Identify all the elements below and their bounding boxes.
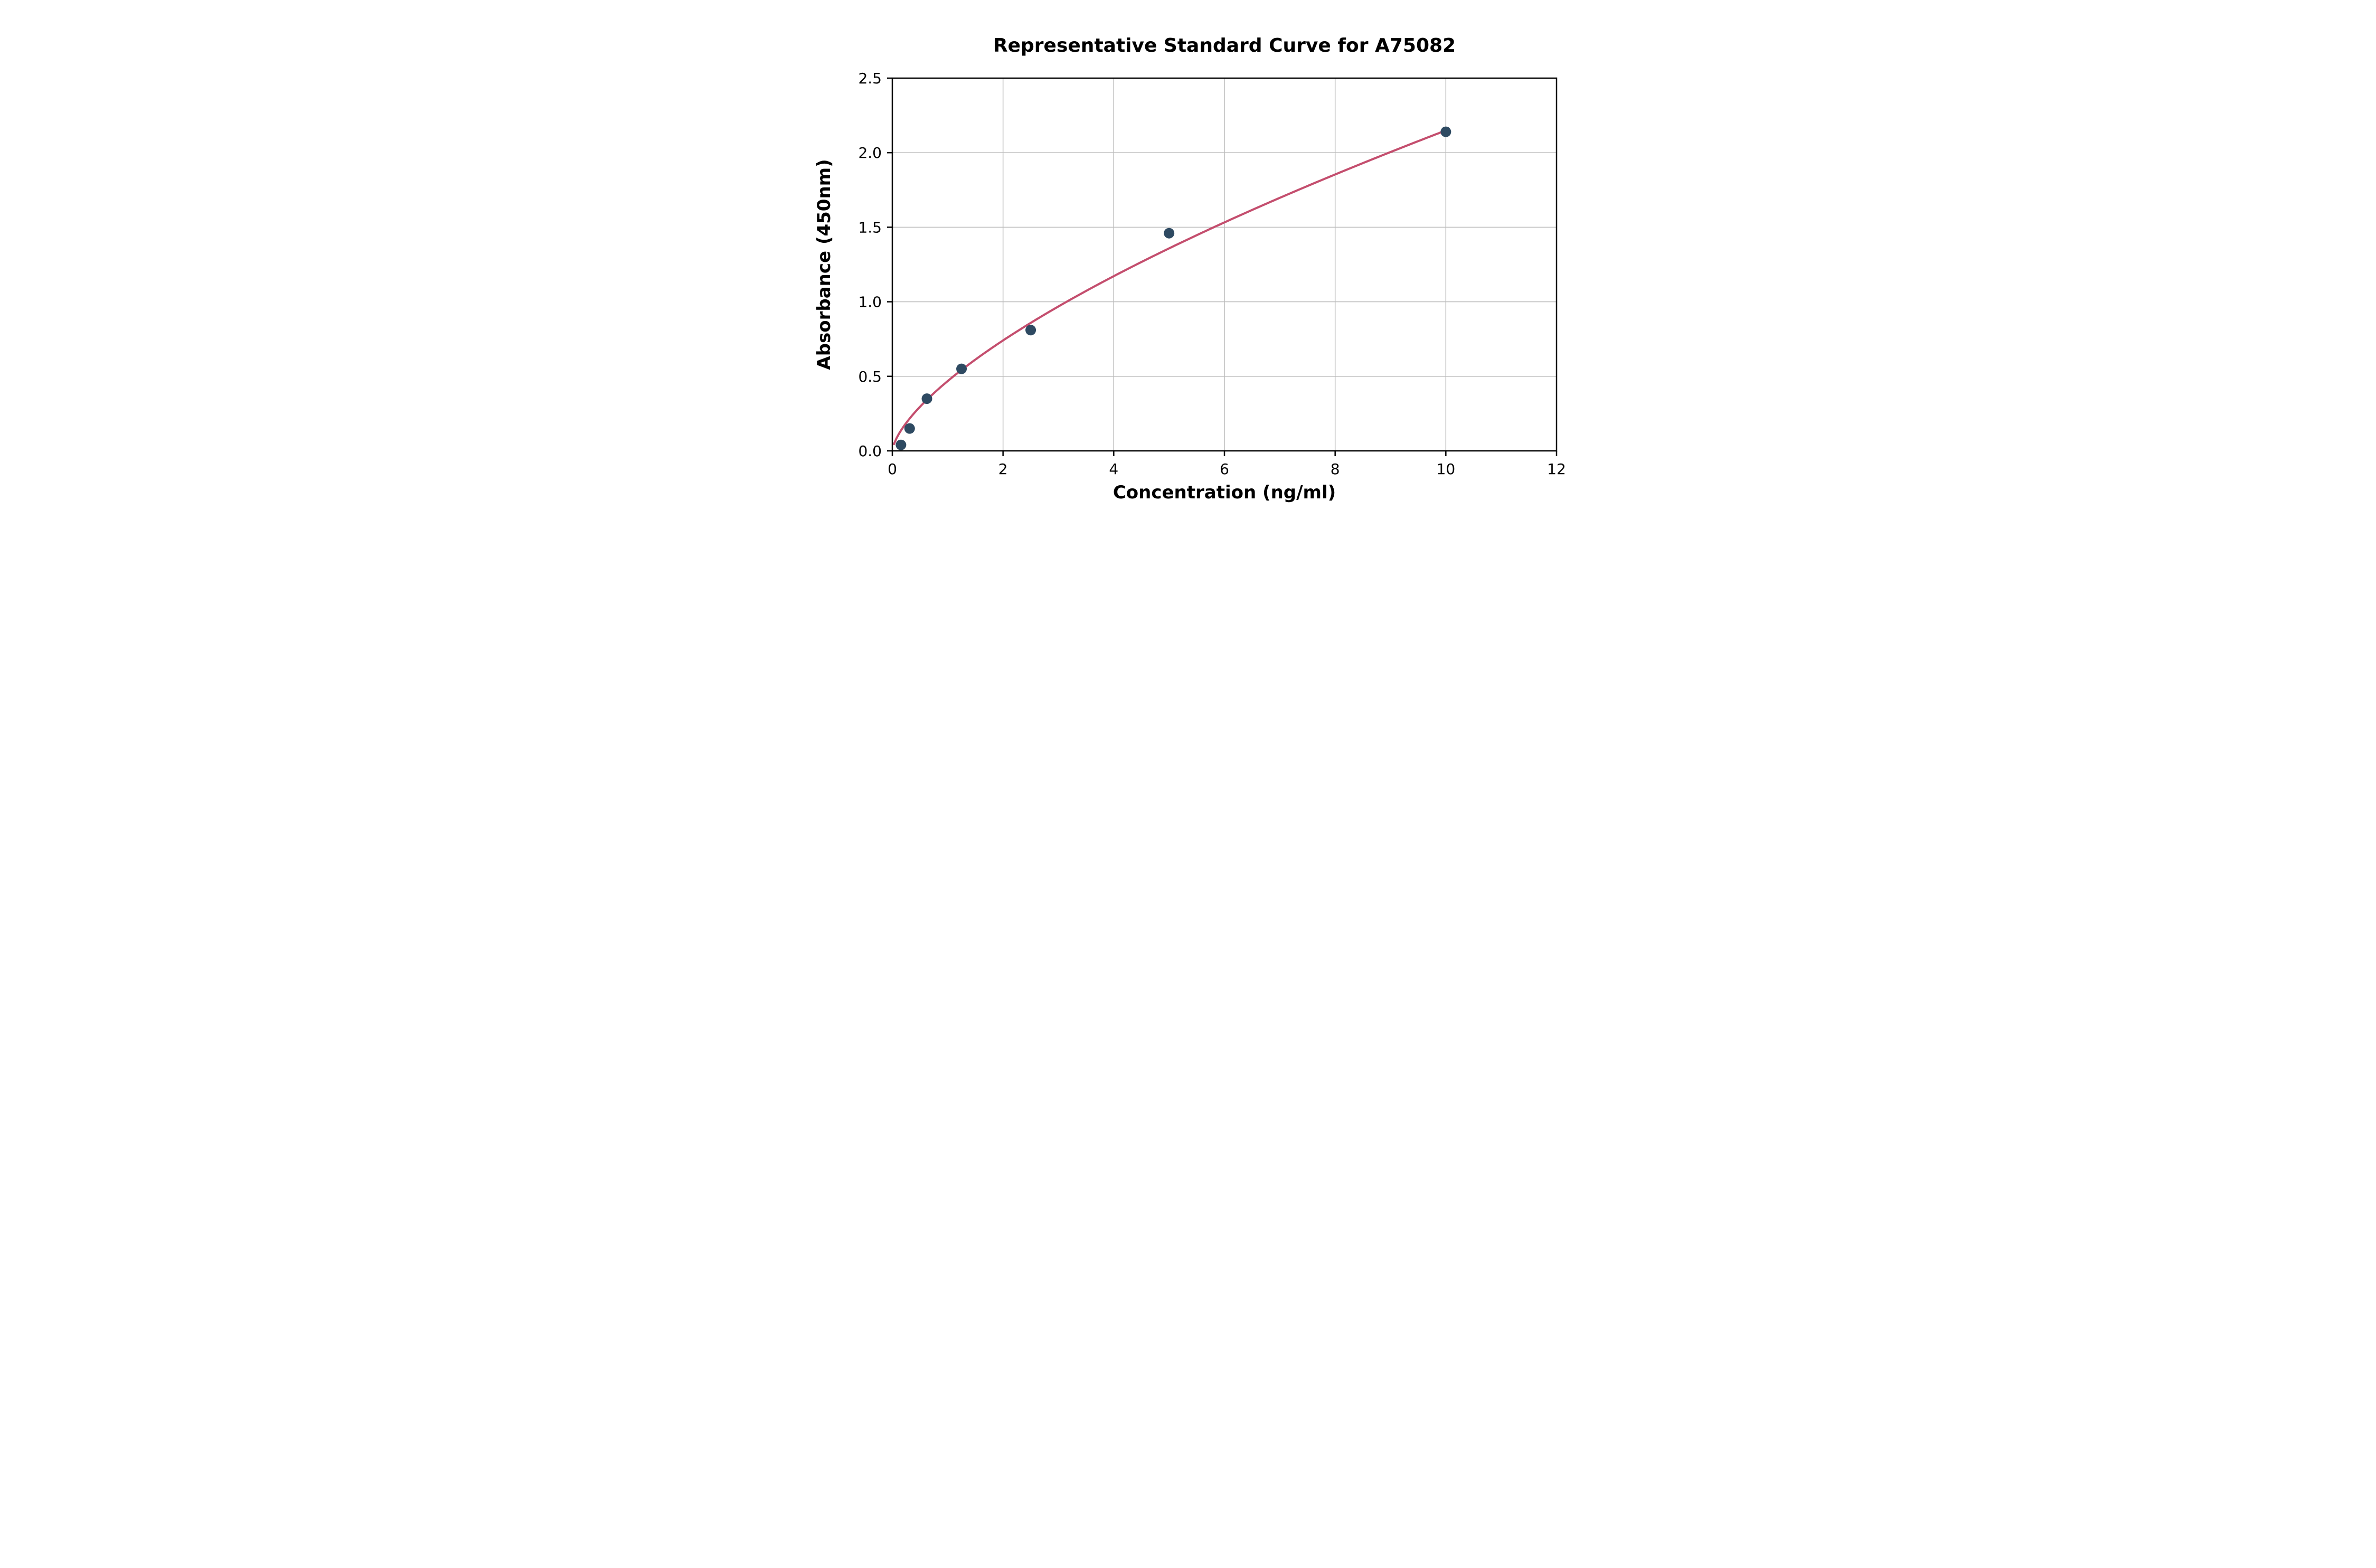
chart-plot: 0 2 4 6 8 10 12 0.0 0.5 1.0 1.5 2.0 2.5 Representativ… [792, 0, 1584, 523]
data-point [921, 393, 932, 404]
plot-background [792, 0, 1584, 523]
x-axis-label: Concentration (ng/ml) [1113, 482, 1336, 503]
x-tick-label: 12 [1547, 460, 1566, 478]
data-point [1164, 228, 1175, 239]
x-tick-label: 8 [1331, 460, 1340, 478]
fit-curve [893, 129, 1447, 446]
y-tick-label: 2.0 [858, 144, 882, 162]
x-tick-label: 2 [998, 460, 1008, 478]
y-tick-label: 2.5 [858, 70, 882, 87]
y-tick-label: 1.0 [858, 294, 882, 311]
x-tick-label: 0 [888, 460, 897, 478]
data-point [904, 423, 915, 434]
x-tick-label: 4 [1109, 460, 1118, 478]
data-point [895, 439, 907, 450]
y-tick-label: 1.5 [858, 219, 882, 236]
y-tick-label: 0.0 [858, 442, 882, 460]
x-tick-label: 6 [1220, 460, 1229, 478]
x-tick-label: 10 [1437, 460, 1456, 478]
chart-title: Representative Standard Curve for A75082 [993, 35, 1456, 56]
data-point [956, 363, 967, 374]
data-point [1025, 325, 1036, 336]
data-point [1440, 126, 1451, 137]
y-tick-label: 0.5 [858, 368, 882, 385]
y-axis-label: Absorbance (450nm) [814, 159, 835, 370]
standard-curve-figure: 0 2 4 6 8 10 12 0.0 0.5 1.0 1.5 2.0 2.5 Representativ… [792, 0, 1584, 523]
